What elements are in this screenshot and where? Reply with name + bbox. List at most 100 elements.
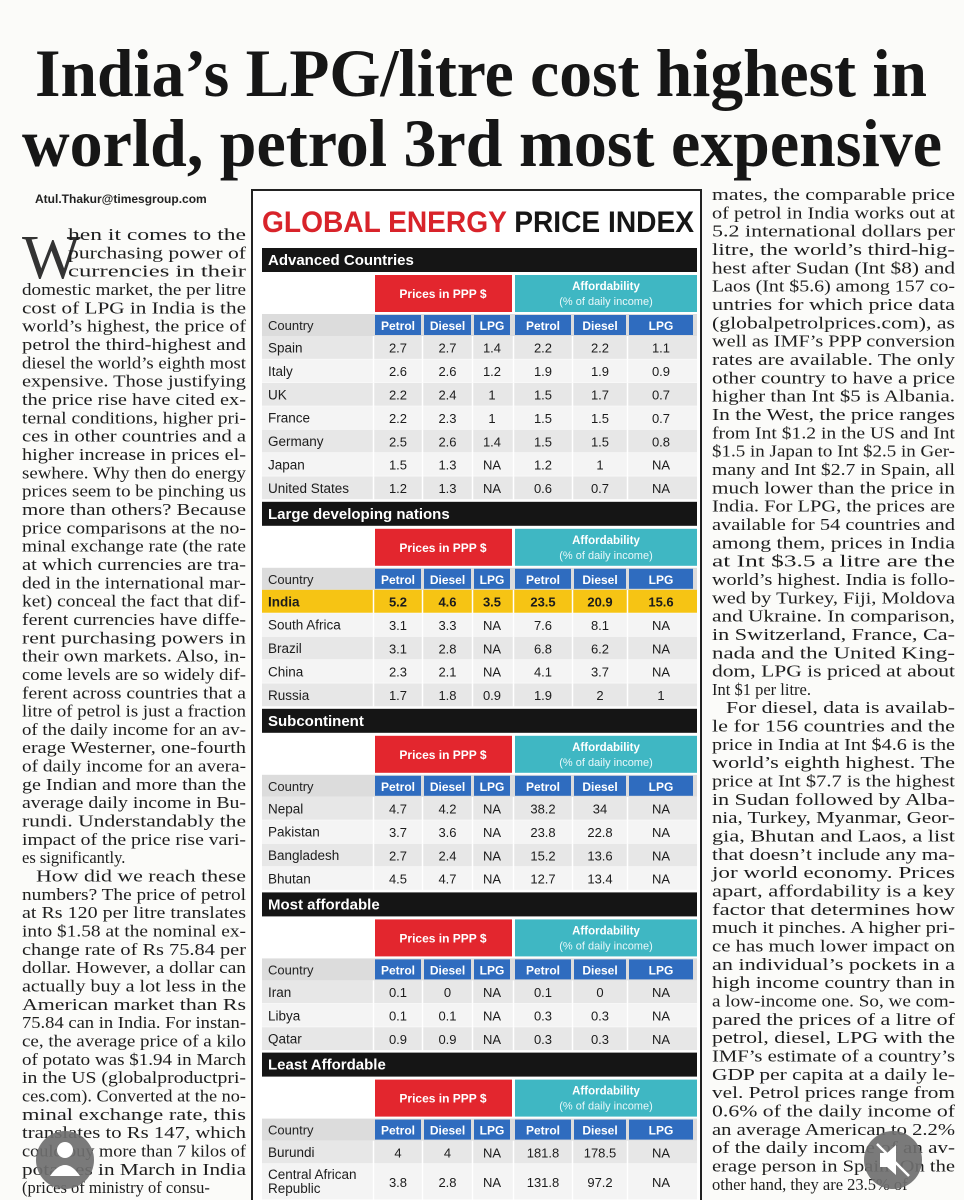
column-header: Country bbox=[268, 1123, 314, 1138]
column-line: higher increase in prices el- bbox=[22, 445, 246, 464]
column-line: apart, affordability is a key bbox=[712, 882, 956, 901]
column-line: cost of LPG in India is the bbox=[22, 298, 246, 317]
column-line: more than others? Because bbox=[22, 500, 246, 519]
cell-value: 1 bbox=[488, 388, 495, 403]
column-header-cell bbox=[424, 568, 471, 589]
cell-value: 1.5 bbox=[534, 434, 552, 449]
headline-line: India’s LPG/litre cost highest in bbox=[35, 35, 927, 111]
band-affordability-label: Affordability bbox=[572, 281, 640, 293]
cell-value: NA bbox=[483, 641, 501, 656]
cell-value: 6.8 bbox=[534, 641, 552, 656]
column-line: rates are available. The only bbox=[712, 350, 956, 369]
country-name: South Africa bbox=[268, 618, 341, 633]
band-affordability-label: (% of daily income) bbox=[559, 550, 653, 562]
byline: Atul.Thakur@timesgroup.com bbox=[35, 192, 207, 206]
column-line: minal exchange rate, this bbox=[22, 1105, 246, 1124]
cell-value: 2.3 bbox=[389, 665, 407, 680]
cell-value: 20.9 bbox=[587, 595, 612, 610]
column-line: petrol the third-highest and bbox=[22, 335, 247, 354]
column-line: in Switzerland, France, Ca- bbox=[712, 625, 955, 644]
profile-body bbox=[50, 1165, 80, 1176]
column-header-cell bbox=[474, 315, 510, 335]
cell-value: 0.7 bbox=[652, 388, 670, 403]
column-header: LPG bbox=[649, 573, 674, 587]
column-header-cell bbox=[629, 315, 693, 335]
country-name: United States bbox=[268, 481, 349, 496]
cell-value: 0.1 bbox=[534, 985, 552, 1000]
cell-value: 0.3 bbox=[534, 1009, 552, 1024]
cell-value: NA bbox=[483, 1032, 501, 1047]
cell-value: 0 bbox=[596, 985, 603, 1000]
cell-value: 97.2 bbox=[587, 1175, 612, 1190]
row-bg bbox=[262, 613, 697, 637]
cell-value: 0.8 bbox=[652, 434, 670, 449]
column-line: mates, the comparable price bbox=[712, 185, 955, 204]
country-name: Bhutan bbox=[268, 872, 311, 887]
mute-slash bbox=[876, 1143, 910, 1177]
cell-value: NA bbox=[483, 872, 501, 887]
country-name: France bbox=[268, 411, 310, 426]
country-name: Burundi bbox=[268, 1145, 315, 1160]
cell-value: 2.2 bbox=[389, 411, 407, 426]
column-header-cell bbox=[375, 568, 421, 589]
cell-value: 2.2 bbox=[389, 388, 407, 403]
country-name: Central African bbox=[268, 1167, 357, 1182]
cell-value: NA bbox=[652, 1032, 670, 1047]
row-bg bbox=[262, 980, 697, 1004]
band-affordability-label: (% of daily income) bbox=[559, 296, 653, 308]
profile-icon[interactable] bbox=[36, 1131, 94, 1189]
country-name: Italy bbox=[268, 364, 293, 379]
cell-value: 5.2 bbox=[389, 595, 407, 610]
column-line: a low-income one. So, we com- bbox=[712, 992, 955, 1011]
cell-value: 4.7 bbox=[438, 872, 456, 887]
row-bg bbox=[262, 359, 697, 383]
column-line: vel. Petrol prices range from bbox=[712, 1083, 955, 1102]
cell-value: NA bbox=[483, 665, 501, 680]
cell-value: 0.7 bbox=[652, 411, 670, 426]
cell-value: 2.7 bbox=[438, 341, 456, 356]
column-header-cell bbox=[424, 1119, 471, 1140]
column-line: litre, the world’s third-hig- bbox=[712, 240, 955, 259]
column-header: Petrol bbox=[381, 319, 415, 333]
column-header-cell bbox=[574, 568, 626, 589]
cell-value: 3.5 bbox=[483, 595, 501, 610]
column-line: much lower than the price in bbox=[712, 478, 955, 497]
column-header: Petrol bbox=[526, 963, 560, 977]
cell-value: NA bbox=[652, 618, 670, 633]
cell-value: 3.7 bbox=[591, 665, 609, 680]
country-name: Pakistan bbox=[268, 825, 320, 840]
profile-icon-bg[interactable] bbox=[36, 1131, 94, 1189]
profile-head bbox=[57, 1142, 73, 1158]
cell-value: 1.3 bbox=[438, 458, 456, 473]
column-line: into $1.58 at the nominal ex- bbox=[22, 922, 246, 941]
country-name: Iran bbox=[268, 985, 291, 1000]
column-line: erage Westerner, one-fourth bbox=[22, 738, 247, 757]
column-header-cell bbox=[629, 775, 693, 796]
cell-value: 0.9 bbox=[652, 364, 670, 379]
column-line: available for 54 countries and bbox=[712, 515, 956, 534]
country-name: China bbox=[268, 665, 304, 680]
cell-value: 0 bbox=[444, 985, 451, 1000]
column-line: dom, LPG is priced at about bbox=[712, 662, 956, 681]
column-line: (globalpetrolprices.com), as bbox=[712, 313, 955, 332]
column-header-cell bbox=[574, 959, 626, 980]
row-bg bbox=[262, 1027, 697, 1051]
cell-value: NA bbox=[652, 825, 670, 840]
column-line: higher than Int $5 is Albania. bbox=[712, 387, 955, 406]
cell-value: 13.6 bbox=[587, 848, 612, 863]
column-header: Diesel bbox=[582, 319, 617, 333]
cell-value: 6.2 bbox=[591, 641, 609, 656]
row-bg bbox=[262, 843, 697, 867]
column-line: world’s highest, the price of bbox=[22, 317, 247, 336]
country-name: Qatar bbox=[268, 1032, 302, 1047]
cell-value: 1 bbox=[596, 458, 603, 473]
mute-icon[interactable] bbox=[864, 1131, 922, 1189]
column-header: LPG bbox=[480, 319, 505, 333]
table-title-red: GLOBAL ENERGY bbox=[262, 206, 507, 239]
band-affordability bbox=[515, 1079, 697, 1117]
cell-value: 0.3 bbox=[534, 1032, 552, 1047]
column-line: currencies in their bbox=[68, 262, 247, 281]
column-line: gia, Bhutan and Laos, a list bbox=[712, 827, 956, 846]
column-header-cell bbox=[375, 959, 421, 980]
